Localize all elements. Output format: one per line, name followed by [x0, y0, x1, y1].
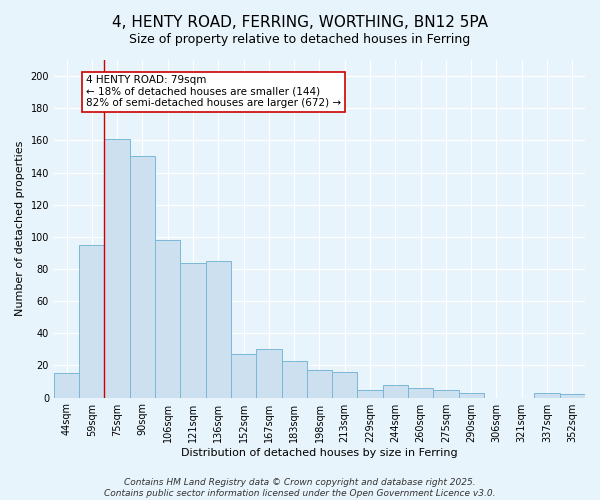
Bar — [408, 388, 433, 398]
Bar — [181, 262, 206, 398]
Bar — [231, 354, 256, 398]
Bar — [560, 394, 585, 398]
Bar — [458, 393, 484, 398]
Bar — [155, 240, 181, 398]
Bar — [256, 350, 281, 398]
Bar — [535, 393, 560, 398]
Bar — [307, 370, 332, 398]
Bar — [54, 374, 79, 398]
Bar — [281, 360, 307, 398]
Bar — [332, 372, 358, 398]
X-axis label: Distribution of detached houses by size in Ferring: Distribution of detached houses by size … — [181, 448, 458, 458]
Bar — [79, 245, 104, 398]
Text: Size of property relative to detached houses in Ferring: Size of property relative to detached ho… — [130, 32, 470, 46]
Bar — [433, 390, 458, 398]
Y-axis label: Number of detached properties: Number of detached properties — [15, 141, 25, 316]
Text: 4 HENTY ROAD: 79sqm
← 18% of detached houses are smaller (144)
82% of semi-detac: 4 HENTY ROAD: 79sqm ← 18% of detached ho… — [86, 75, 341, 108]
Bar — [206, 261, 231, 398]
Bar — [383, 384, 408, 398]
Text: 4, HENTY ROAD, FERRING, WORTHING, BN12 5PA: 4, HENTY ROAD, FERRING, WORTHING, BN12 5… — [112, 15, 488, 30]
Bar — [358, 390, 383, 398]
Bar — [130, 156, 155, 398]
Text: Contains HM Land Registry data © Crown copyright and database right 2025.
Contai: Contains HM Land Registry data © Crown c… — [104, 478, 496, 498]
Bar — [104, 139, 130, 398]
